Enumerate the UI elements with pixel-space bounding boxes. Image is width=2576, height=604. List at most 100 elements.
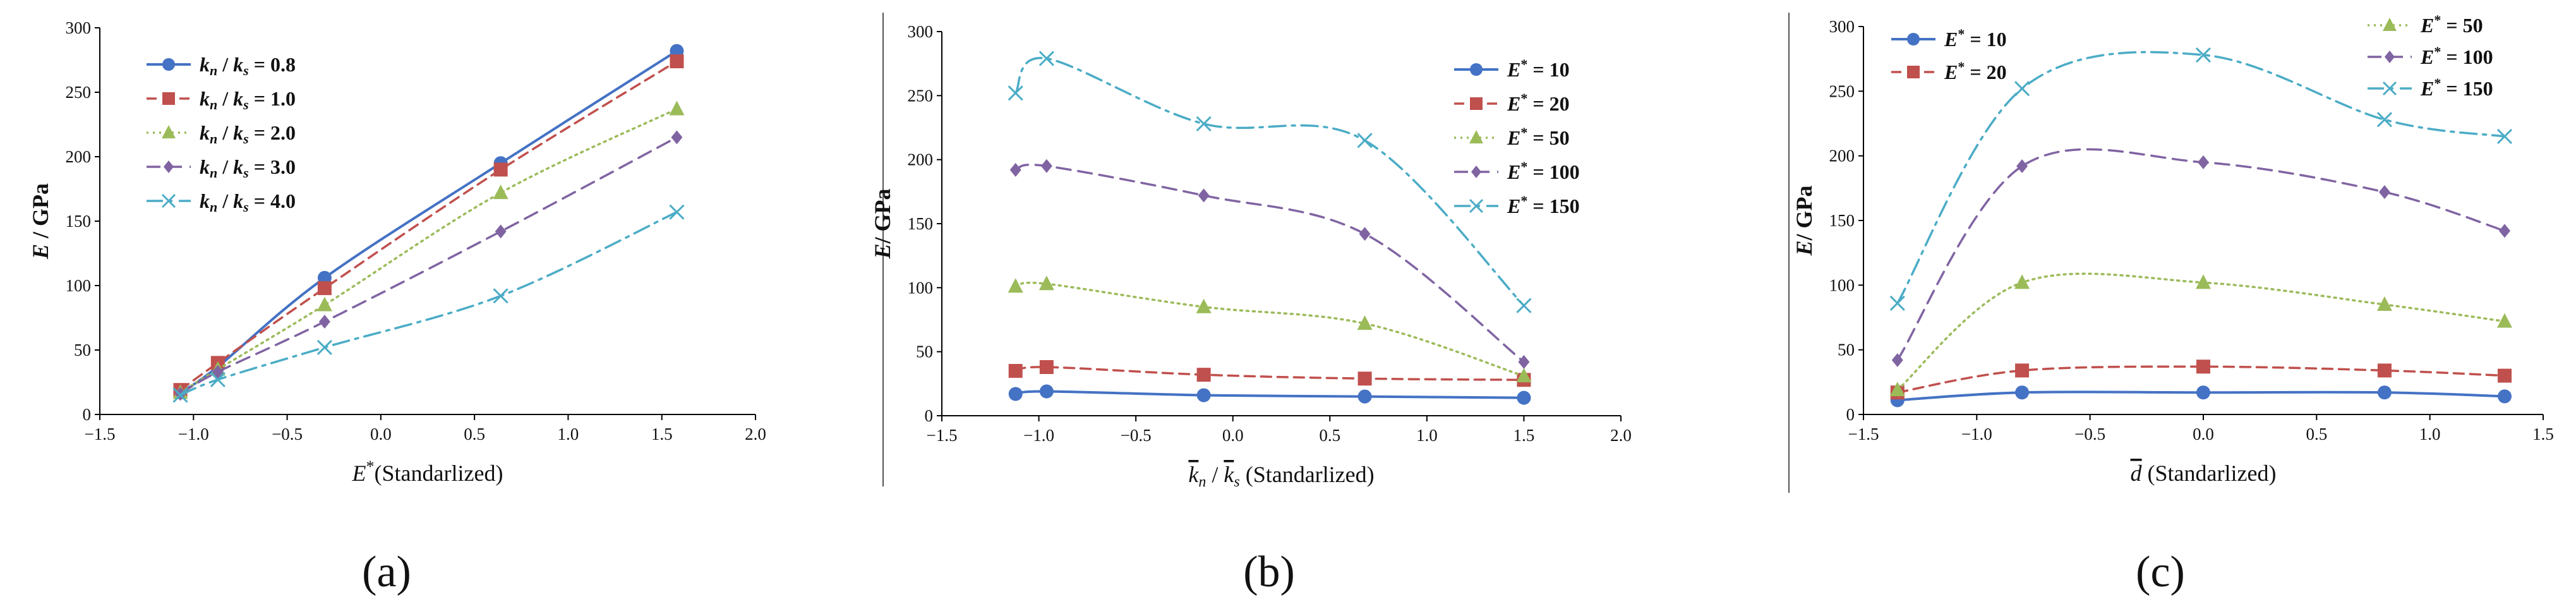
data-point-s5-p5 [669, 204, 685, 220]
y-tick-label: 300 [66, 18, 92, 37]
x-tick-label: 1.0 [1416, 426, 1438, 445]
data-point-s4-p2 [212, 365, 224, 379]
x-tick-label: 1.5 [2532, 425, 2554, 444]
data-point-s5-p2 [210, 371, 226, 387]
data-point-s5-p3 [2195, 47, 2212, 63]
x-tick-label: 2.0 [745, 425, 766, 444]
x-tick-label: −0.5 [1121, 426, 1152, 445]
data-point-s3-p5 [669, 100, 685, 116]
legend-marker-2 [1470, 97, 1483, 110]
y-tick-label: 50 [1838, 341, 1855, 359]
x-tick-label: −1.5 [927, 426, 958, 445]
chart-panel-a: 0 50 100 150 200 250 300 −1.5 −1.0 −0.5 0.0 0.5 1.0 1… [28, 18, 766, 596]
data-point-s3-p2 [1038, 275, 1054, 291]
data-point-s1-p3 [2196, 385, 2210, 400]
data-point-s2-p5 [670, 54, 684, 69]
data-point-s5-p2 [2014, 81, 2030, 97]
x-tick-label: −1.5 [85, 425, 116, 444]
series-line-3 [1014, 281, 1526, 377]
legend-label-4: E* = 100 [1507, 159, 1580, 183]
data-point-s1-p2 [2015, 385, 2030, 400]
chart-panel-b: 0 50 100 150 200 250 300 −1.5 −1.0 −0.5 0.0 0.5 1.0 1… [870, 22, 1632, 596]
legend-marker-5 [2382, 81, 2397, 96]
y-tick-label: 200 [908, 150, 934, 169]
series-line-5 [179, 210, 678, 397]
y-tick-label: 200 [66, 147, 92, 166]
legend-label-3: E* = 50 [2420, 12, 2483, 37]
legend-label-4: kn / ks = 3.0 [200, 155, 296, 181]
data-point-s5-p4 [2376, 112, 2392, 128]
x-tick-label: −1.0 [1023, 426, 1054, 445]
y-tick-label: 50 [916, 342, 933, 361]
data-point-s4-p1 [1009, 162, 1021, 177]
y-tick-label: 250 [66, 83, 92, 102]
legend-label-1: E* = 10 [1944, 26, 2007, 51]
legend-label-3: E* = 50 [1507, 124, 1570, 149]
data-point-s5-p4 [1357, 133, 1373, 148]
y-axis-label: E/ GPa [870, 188, 895, 259]
data-point-s3-p3 [1196, 298, 1212, 313]
legend-label-2: E* = 20 [1507, 90, 1570, 115]
data-point-s3-p5 [1516, 368, 1532, 383]
y-tick-label: 250 [1829, 82, 1855, 100]
legend-marker-5 [161, 193, 176, 208]
x-tick-label: 0.5 [1319, 426, 1340, 445]
data-point-s4-p4 [495, 224, 507, 239]
x-tick-label: 0.0 [2193, 425, 2214, 444]
x-tick-label: 0.5 [2306, 425, 2327, 444]
x-tick-label: −1.5 [1848, 425, 1879, 444]
y-tick-label: 50 [74, 341, 91, 359]
series-line-5 [1896, 51, 2506, 305]
legend-marker-5 [1469, 198, 1484, 214]
legend-marker-1 [1470, 63, 1483, 76]
data-point-s3-p3 [316, 296, 332, 311]
x-tick-label: −1.0 [1961, 425, 1992, 444]
x-axis-label: d (Standarlized) [2131, 461, 2277, 486]
data-point-s5-p4 [493, 288, 509, 304]
legend-label-5: kn / ks = 4.0 [200, 190, 296, 215]
y-tick-label: 100 [908, 278, 934, 297]
legend-marker-4 [2385, 51, 2395, 63]
legend-label-1: E* = 10 [1507, 56, 1570, 81]
data-point-s4-p2 [1040, 159, 1052, 173]
data-point-s3-p5 [2497, 313, 2513, 328]
x-tick-label: −1.0 [178, 425, 209, 444]
series-line-1 [1014, 390, 1526, 399]
data-point-s3-p2 [2014, 274, 2030, 289]
data-point-s4-p1 [1891, 353, 1903, 368]
data-point-s2-p4 [493, 162, 508, 177]
data-point-s3-p3 [2196, 274, 2211, 289]
data-point-s3-p4 [1357, 315, 1373, 330]
legend-label-1: kn / ks = 0.8 [200, 53, 296, 78]
data-point-s3-p1 [1008, 278, 1023, 293]
x-tick-label: 0.0 [1222, 426, 1244, 445]
chart-panel-c: 0 50 100 150 200 250 300 −1.5 −1.0 −0.5 0.0 0.5 1.0 1… [1791, 12, 2554, 596]
data-point-s2-p3 [2196, 359, 2210, 374]
legend-marker-3 [162, 125, 176, 138]
data-point-s5-p1 [1008, 85, 1023, 101]
x-tick-label: 1.5 [1514, 426, 1535, 445]
legend-marker-1 [162, 58, 175, 71]
series-line-4 [1014, 163, 1526, 363]
data-point-s5-p3 [316, 339, 332, 355]
series-line-3 [179, 107, 678, 394]
x-tick-label: 2.0 [1610, 426, 1632, 445]
legend-label-2: kn / ks = 1.0 [200, 87, 296, 112]
y-tick-label: 100 [1829, 275, 1855, 294]
x-tick-label: 0.5 [464, 425, 485, 444]
data-point-s4-p4 [2378, 184, 2390, 199]
legend-label-3: kn / ks = 2.0 [200, 121, 296, 147]
y-tick-label: 0 [925, 406, 934, 425]
data-point-s2-p4 [1357, 371, 1372, 386]
series-line-4 [1896, 148, 2506, 361]
legend-label-5: E* = 150 [2420, 75, 2493, 100]
y-tick-label: 300 [908, 22, 934, 41]
y-tick-label: 150 [908, 214, 934, 233]
y-tick-label: 300 [1829, 17, 1855, 36]
x-tick-label: 1.5 [651, 425, 673, 444]
data-point-s4-p4 [1359, 227, 1371, 241]
panel-label: (b) [1243, 548, 1295, 596]
legend-marker-2 [162, 92, 175, 105]
data-point-s2-p2 [2015, 363, 2030, 378]
data-point-s4-p5 [2499, 224, 2511, 238]
